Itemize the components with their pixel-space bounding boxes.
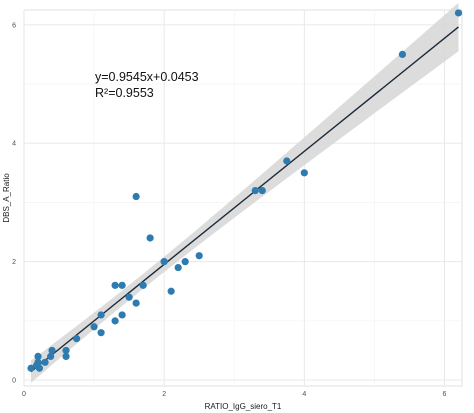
data-point	[35, 364, 44, 372]
data-points	[27, 9, 463, 372]
x-tick-label: 0	[22, 391, 26, 398]
data-point	[160, 258, 168, 266]
data-point	[72, 335, 81, 343]
data-point	[195, 252, 203, 260]
y-tick-label: 2	[12, 259, 16, 266]
x-axis-title: RATIO_IgG_siero_T1	[205, 402, 282, 411]
confidence-band	[31, 2, 459, 383]
data-point	[251, 186, 259, 195]
data-point	[90, 323, 98, 331]
data-point	[132, 192, 140, 201]
data-point	[454, 9, 463, 17]
data-point	[111, 317, 119, 325]
data-point	[97, 311, 105, 319]
data-point	[34, 352, 42, 360]
data-point	[62, 352, 70, 360]
data-point	[146, 234, 154, 242]
y-axis-ticks: 0 2 4 6	[12, 22, 16, 384]
x-tick-label: 6	[443, 391, 447, 398]
x-tick-label: 4	[302, 391, 306, 398]
x-axis-ticks: 0 2 4 6	[22, 391, 446, 398]
y-tick-label: 6	[12, 22, 16, 29]
data-point	[118, 311, 126, 319]
data-point	[41, 358, 49, 366]
data-point	[167, 287, 175, 295]
grid-lines	[23, 10, 462, 386]
data-point	[300, 169, 308, 177]
data-point	[118, 281, 126, 289]
y-tick-label: 0	[12, 378, 16, 385]
data-point	[34, 358, 42, 366]
data-point	[97, 329, 105, 337]
y-axis-title: DBS_A_Ratio	[2, 173, 11, 223]
y-tick-label: 4	[12, 141, 16, 148]
data-point	[47, 352, 55, 360]
data-point	[111, 281, 119, 289]
data-point	[27, 364, 35, 372]
data-point	[181, 258, 189, 266]
data-point	[48, 346, 56, 355]
data-point	[258, 186, 266, 195]
regression-equation: y=0.9545x+0.0453	[95, 70, 199, 84]
r-squared-label: R²=0.9553	[95, 86, 154, 100]
data-point	[62, 346, 70, 355]
x-tick-label: 2	[162, 391, 166, 398]
data-point	[283, 157, 291, 165]
data-point	[174, 263, 182, 272]
data-point	[125, 293, 133, 301]
data-point	[398, 50, 407, 59]
data-point	[132, 299, 140, 307]
data-point	[139, 281, 147, 289]
